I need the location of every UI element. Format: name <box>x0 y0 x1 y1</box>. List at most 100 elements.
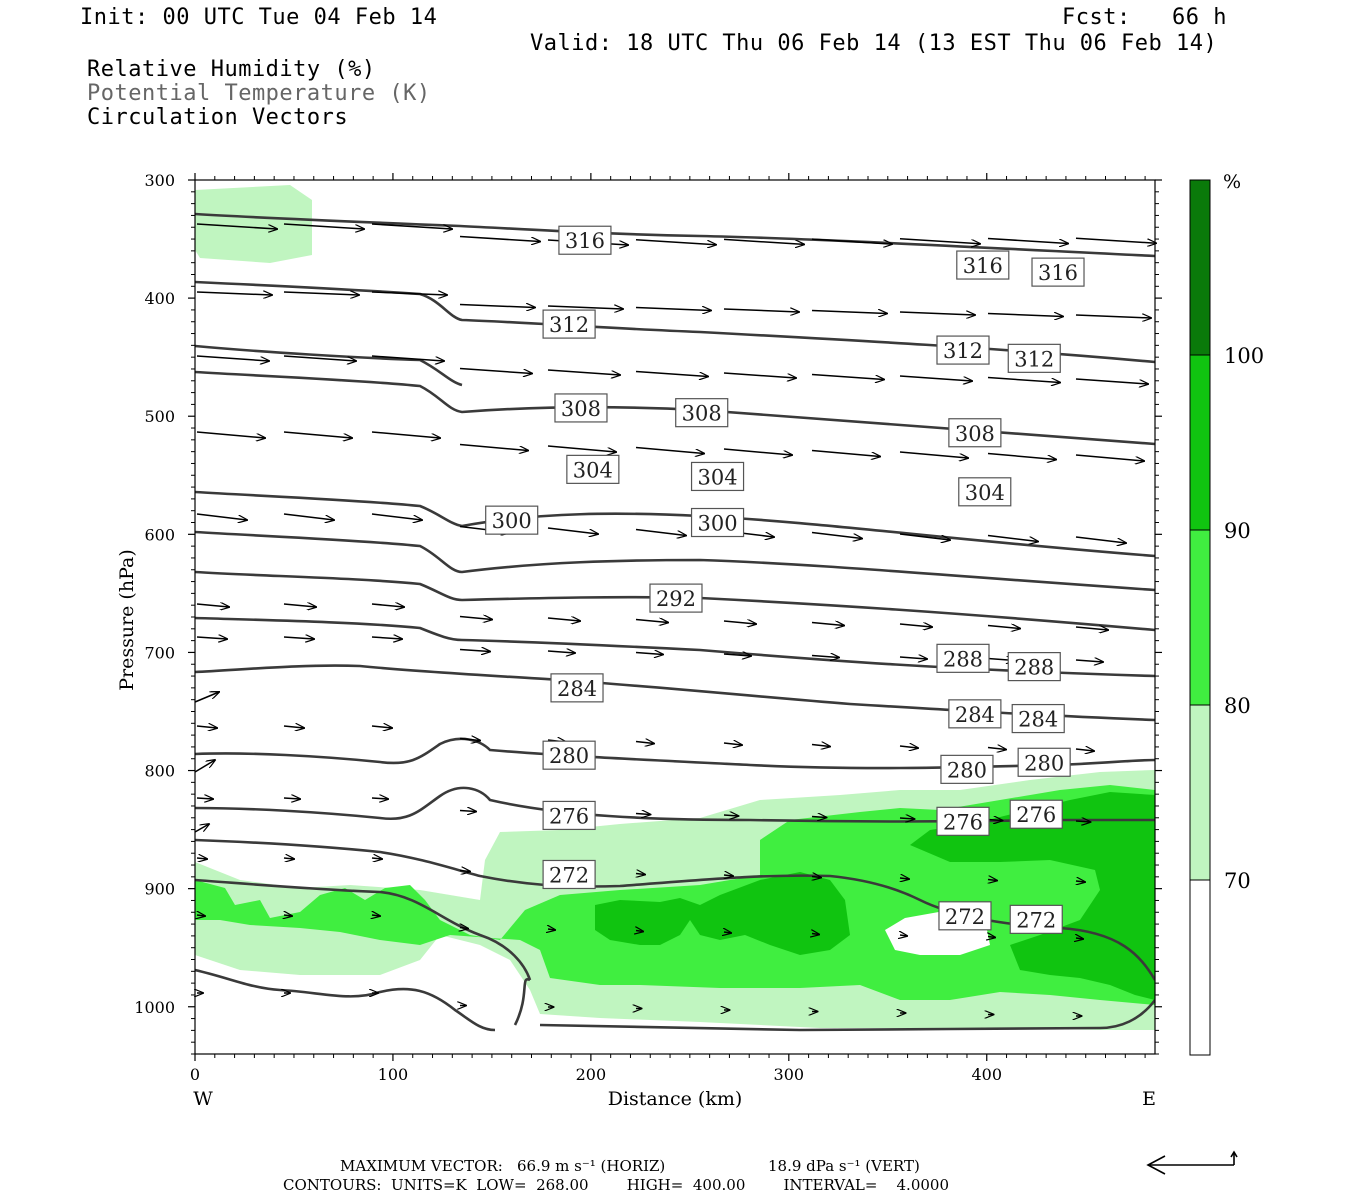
vector-arrow <box>547 527 598 534</box>
vector-arrow <box>811 531 862 539</box>
theta-label: 276 <box>1016 803 1056 827</box>
vector-arrow <box>899 238 980 244</box>
theta-label: 312 <box>549 313 589 337</box>
theta-label-box <box>542 859 596 890</box>
theta-label: 308 <box>682 402 722 426</box>
vector-arrow <box>724 932 731 933</box>
theta-label: 280 <box>947 758 987 782</box>
vector-arrow <box>723 309 799 312</box>
vector-arrow <box>723 654 751 656</box>
vector-arrow <box>635 308 711 311</box>
vector-arrow <box>723 743 742 745</box>
theta-label-box <box>938 901 992 931</box>
theta-label: 304 <box>965 481 1005 505</box>
vector-arrow <box>987 748 1006 750</box>
vector-arrow <box>197 915 205 916</box>
theta-label: 312 <box>1014 347 1054 371</box>
vector-arrow <box>371 513 422 520</box>
vector-arrow <box>635 620 668 623</box>
vector-arrow <box>635 238 716 245</box>
theta-label-box <box>542 800 596 831</box>
x-axis-east-label: E <box>1142 1088 1156 1110</box>
theta-label-box <box>1007 652 1061 682</box>
vector-arrow <box>723 815 738 816</box>
theta-label-box <box>649 583 703 613</box>
theta-label-box <box>1031 257 1085 287</box>
x-axis-west-label: W <box>193 1088 213 1110</box>
theta-label-box <box>936 335 990 365</box>
vector-arrow <box>371 604 404 607</box>
x-axis-title: Distance (km) <box>608 1088 743 1110</box>
vector-arrow <box>811 656 839 658</box>
vector-arrow <box>459 443 528 451</box>
theta-label: 276 <box>943 810 983 834</box>
theta-label-box <box>558 225 612 255</box>
theta-label: 300 <box>492 509 532 533</box>
y-tick-label: 400 <box>144 289 175 308</box>
theta-label-box <box>690 507 745 538</box>
rh-90-region <box>595 792 1155 1000</box>
x-tick-label: 300 <box>774 1065 805 1084</box>
contour-info: CONTOURS: UNITS=K LOW= 268.00 HIGH= 400.… <box>283 1176 949 1194</box>
vector-arrow <box>635 370 708 377</box>
y-tick-label: 500 <box>144 407 175 426</box>
vector-arrow <box>371 726 392 728</box>
vector-arrow <box>284 915 292 916</box>
theta-label: 288 <box>943 647 983 671</box>
colorbar-bin-100 <box>1189 179 1211 356</box>
vector-arrow <box>899 451 968 458</box>
vector-arrow <box>812 934 819 935</box>
vector-arrow <box>988 937 995 938</box>
theta-label: 280 <box>1024 751 1064 775</box>
field-vectors-title: Circulation Vectors <box>87 105 349 130</box>
vector-arrow <box>635 653 663 655</box>
theta-label: 272 <box>1016 908 1056 932</box>
theta-label-box <box>554 393 608 423</box>
vector-arrow <box>636 931 643 932</box>
vector-arrow <box>547 369 620 375</box>
vector-arrow <box>371 223 452 229</box>
vector-arrow <box>283 292 359 295</box>
theta-label-box <box>542 740 596 770</box>
vector-arrow <box>196 223 277 229</box>
vector-arrow <box>635 742 654 744</box>
vector-arrow <box>196 726 217 728</box>
vector-arrow <box>283 513 334 520</box>
vector-arrow <box>811 373 884 380</box>
vector-arrow <box>194 824 209 833</box>
colorbar-label-100: 100 <box>1224 344 1264 368</box>
vector-arrow <box>548 929 555 930</box>
theta-label: 284 <box>557 677 597 701</box>
theta-label: 284 <box>955 703 995 727</box>
theta-label: 280 <box>549 744 589 768</box>
y-tick-label: 300 <box>144 171 175 190</box>
y-tick-label: 800 <box>144 762 175 781</box>
theta-label-box <box>1009 799 1063 829</box>
vector-arrow <box>1075 821 1090 822</box>
vector-arrow <box>723 238 804 244</box>
vector-arrow <box>1075 660 1103 662</box>
vector-arrow <box>812 877 821 878</box>
vector-arrow <box>194 760 215 773</box>
axes: 300 400 500 600 700 800 900 1000 0 100 200 300 400 <box>134 171 1162 1084</box>
vector-arrow <box>547 618 580 621</box>
vector-arrow <box>723 621 756 624</box>
vector-arrow <box>372 915 380 916</box>
theta-label-box <box>940 754 994 784</box>
theta-label: 316 <box>1038 261 1078 285</box>
colorbar-bin-80 <box>1189 529 1211 706</box>
vector-arrow <box>196 355 269 361</box>
vector-arrow <box>283 726 304 728</box>
vector-arrow <box>899 533 950 540</box>
vector-arrow <box>1076 881 1085 882</box>
vector-arrow <box>723 372 796 378</box>
vector-arrow <box>1075 315 1151 318</box>
vector-arrow <box>635 446 704 454</box>
theta-label: 316 <box>565 229 605 253</box>
theta-label: 316 <box>963 254 1003 278</box>
theta-label-box <box>958 477 1012 507</box>
vector-arrow <box>283 637 314 639</box>
vector-arrow <box>900 935 907 936</box>
vector-arrow <box>988 880 997 881</box>
vector-arrow <box>194 692 219 703</box>
